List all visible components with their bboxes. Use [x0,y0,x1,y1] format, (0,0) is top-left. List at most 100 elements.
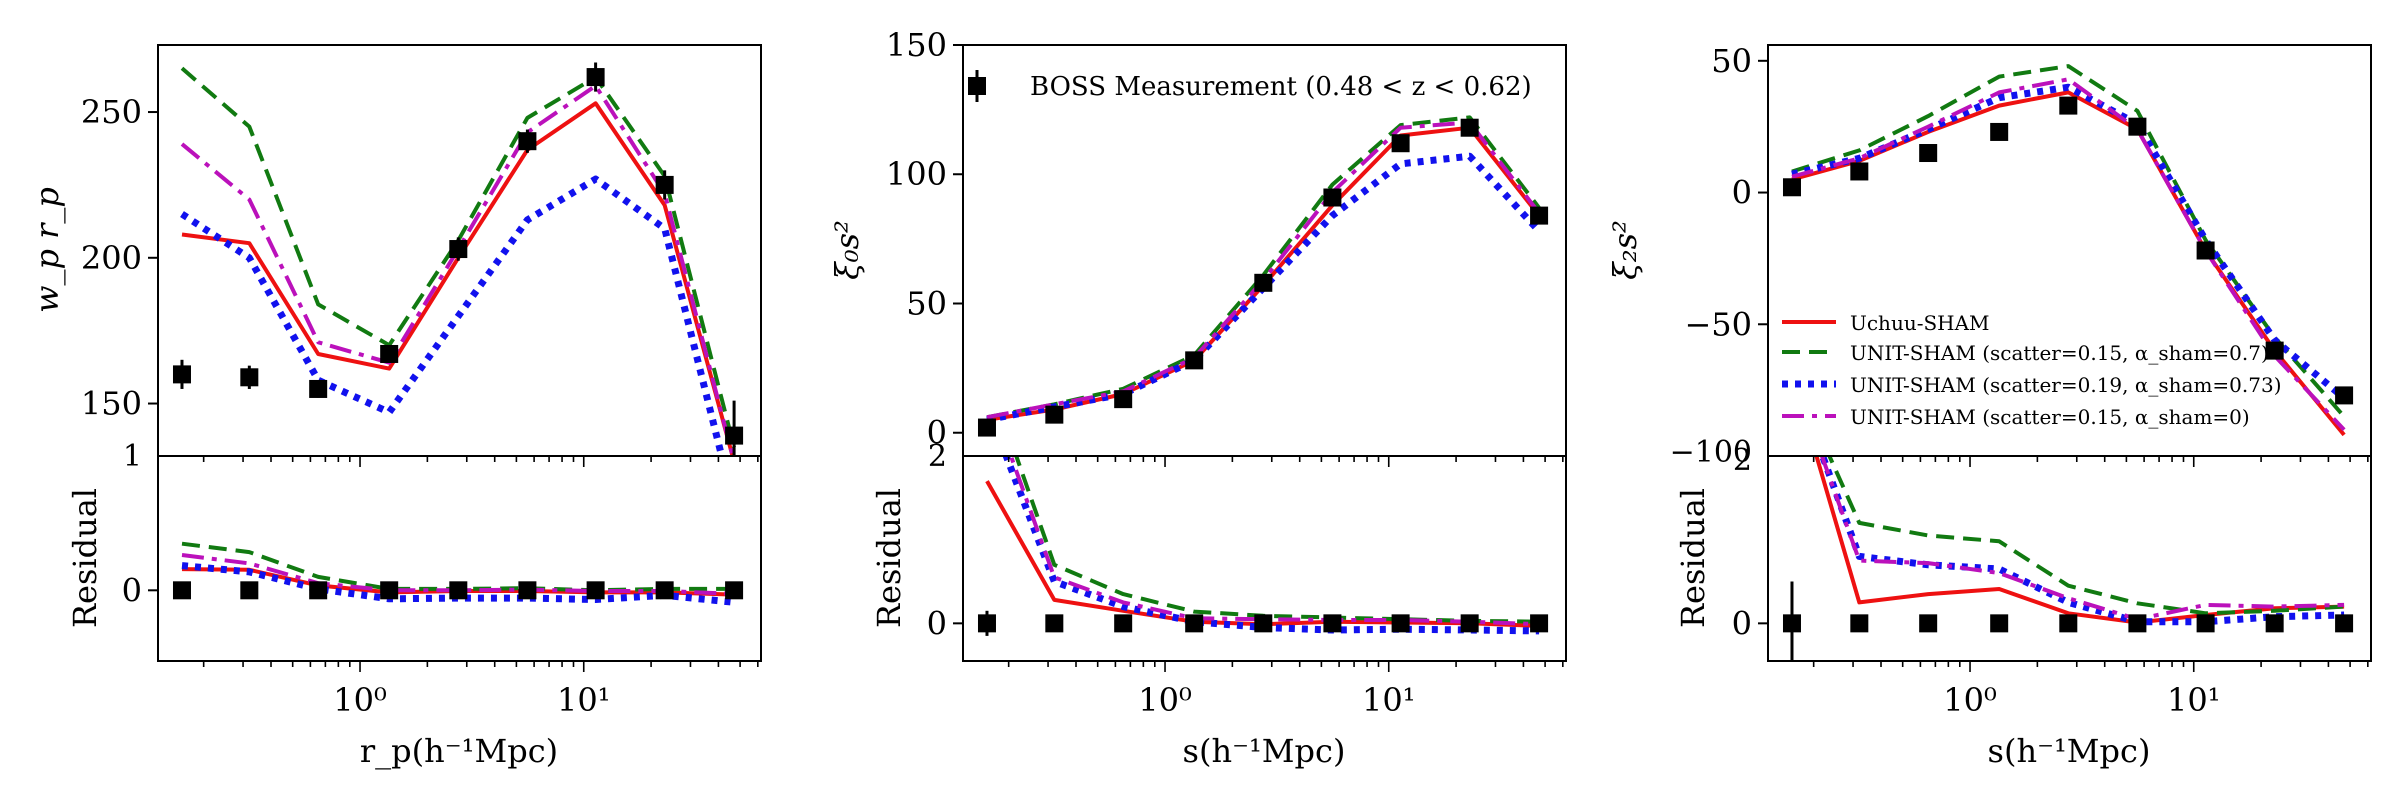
ytick-top-label-xi2-0: −50 [1684,305,1752,343]
ytick-top-label-xi2-2: 50 [1711,42,1752,80]
measurement-marker-xi0-1 [1045,405,1064,424]
measurement-marker-wp-2 [309,379,328,398]
measurement-marker-xi2-8 [2335,386,2354,405]
residual-line-unit0150-xi0 [1008,456,1540,627]
residual-measurement-marker-xi0-1 [1045,614,1064,633]
residual-line-unit015-xi2 [1827,456,2345,616]
measurement-marker-xi2-7 [2265,341,2284,360]
residual-measurement-marker-wp-8 [725,581,744,600]
panel-xi2-residual-frame [1767,455,2372,662]
residual-measurement-marker-xi2-1 [1850,614,1869,633]
boss-legend-label: BOSS Measurement (0.48 < z < 0.62) [1030,72,1532,102]
xtick-label-wp-1: 10¹ [557,681,611,719]
xtick-label-xi0-1: 10¹ [1362,681,1416,719]
xtick-label-wp-0: 10⁰ [333,681,387,719]
measurement-marker-wp-1 [240,368,259,387]
residual-measurement-marker-wp-7 [655,581,674,600]
residual-measurement-marker-xi0-4 [1254,614,1273,633]
residual-line-unit019-wp [181,562,735,606]
residual-measurement-marker-wp-5 [518,581,537,600]
panel-xi0-top-corner-label: 2 [928,439,947,474]
residual-measurement-marker-xi0-6 [1391,614,1410,633]
residual-measurement-marker-wp-6 [586,581,605,600]
residual-measurement-marker-xi2-4 [2059,614,2078,633]
residual-measurement-marker-wp-0 [172,581,191,600]
measurement-marker-wp-3 [380,344,399,363]
residual-measurement-marker-wp-2 [309,581,328,600]
panel-xi2-ylabel-bottom: Residual [1674,488,1712,628]
model-legend: Uchuu-SHAM UNIT-SHAM (scatter=0.15, α_sh… [1782,311,2282,429]
panel-xi2-ylabel-top: ξ₂s² [1606,220,1644,280]
line-unit015-xi0 [986,115,1541,420]
ytick-bottom-label-xi0-0: 0 [927,604,947,642]
xtick-label-xi2-1: 10¹ [2167,681,2221,719]
line-unit0150-xi2 [1791,77,2346,432]
residual-line-unit019-xi0 [1002,456,1540,635]
panel-xi0-ylabel-top: ξ₀s² [828,220,866,280]
ytick-top-label-xi0-1: 50 [906,284,947,322]
line-unit019-wp [180,175,726,456]
panel-xi0-residual-plot [977,456,1549,636]
measurement-marker-xi0-6 [1391,134,1410,153]
residual-measurement-marker-xi0-3 [1185,614,1204,633]
residual-measurement-marker-xi2-5 [2128,614,2147,633]
panel-xi0-ylabel-bottom: Residual [870,488,908,628]
ytick-top-label-wp-0: 150 [81,385,142,423]
measurement-marker-xi2-2 [1919,144,1938,163]
legend-label-uchuu: Uchuu-SHAM [1850,311,1990,335]
panel-xi2-xlabel: s(h⁻¹Mpc) [1988,732,2151,770]
panel-xi0-residual-frame [962,455,1567,662]
ytick-top-label-xi0-0: 0 [927,414,947,452]
ytick-bottom-label-xi2-0: 0 [1732,604,1752,642]
panel-xi0-residual-ticks: 0 10⁰ 10¹ [927,604,1564,719]
panel-xi2: −50 0 50 0 10⁰ 10¹ −100 2 ξ₂s² Residual s(h⁻… [1606,42,2372,770]
panel-xi2-residual-ticks: 0 10⁰ 10¹ [1732,604,2369,719]
residual-measurement-marker-wp-4 [449,581,468,600]
measurement-marker-xi2-0 [1782,178,1801,197]
panel-xi2-residual-corner-label: 2 [1733,443,1752,478]
measurement-marker-xi2-3 [1990,122,2009,141]
measurement-marker-xi2-5 [2128,117,2147,136]
ytick-top-label-wp-2: 250 [81,93,142,131]
residual-line-unit0150-xi2 [1819,456,2345,622]
xtick-label-xi0-0: 10⁰ [1138,681,1192,719]
residual-measurement-marker-wp-3 [380,581,399,600]
residual-measurement-marker-xi2-8 [2335,614,2354,633]
residual-measurement-marker-xi0-0 [977,614,996,633]
measurement-marker-wp-8 [725,426,744,445]
ytick-top-label-xi0-3: 150 [886,26,947,64]
panel-xi2-top-ticks: −50 0 50 [1684,42,2369,467]
measurement-marker-xi0-0 [977,418,996,437]
residual-measurement-marker-wp-1 [240,581,259,600]
panel-xi0-top-frame [962,44,1567,457]
residual-measurement-marker-xi2-0 [1782,614,1801,633]
panel-wp-ylabel-bottom: Residual [66,488,104,628]
measurement-marker-xi0-5 [1323,188,1342,207]
residual-measurement-marker-xi2-7 [2265,614,2284,633]
panel-xi0: 0 50 100 150 0 10⁰ 10¹ 2 ξ₀s² Residual s(h⁻¹M… [828,26,1567,770]
measurement-marker-xi0-4 [1254,273,1273,292]
panel-xi2-top-corner-label: −100 [1670,435,1752,470]
panel-wp-xlabel: r_p(h⁻¹Mpc) [360,732,558,770]
residual-line-uchuu-xi0 [985,480,1540,628]
panel-wp-residual-frame [157,455,762,662]
line-unit0150-xi0 [986,120,1541,420]
panel-wp-top-ticks: 150 200 250 [81,93,759,467]
measurement-marker-wp-7 [655,175,674,194]
panel-xi0-xlabel: s(h⁻¹Mpc) [1183,732,1346,770]
panel-wp: 150 200 250 0 10⁰ 10¹ 1 w_p r_p Residual r_p… [28,44,762,770]
measurement-marker-xi0-3 [1185,351,1204,370]
ytick-bottom-label-wp-0: 0 [122,571,142,609]
measurement-marker-wp-5 [518,132,537,151]
residual-measurement-marker-xi2-2 [1919,614,1938,633]
residual-measurement-marker-xi2-3 [1990,614,2009,633]
residual-measurement-marker-xi0-7 [1460,614,1479,633]
measurement-marker-wp-4 [449,240,468,259]
measurement-marker-wp-0 [172,365,191,384]
measurement-marker-wp-6 [586,68,605,87]
residual-measurement-marker-xi0-2 [1114,614,1133,633]
line-unit015-xi2 [1791,64,2346,418]
residual-line-unit019-xi2 [1818,456,2345,626]
legend-label-unit0150: UNIT-SHAM (scatter=0.15, α_sham=0) [1850,405,2250,429]
